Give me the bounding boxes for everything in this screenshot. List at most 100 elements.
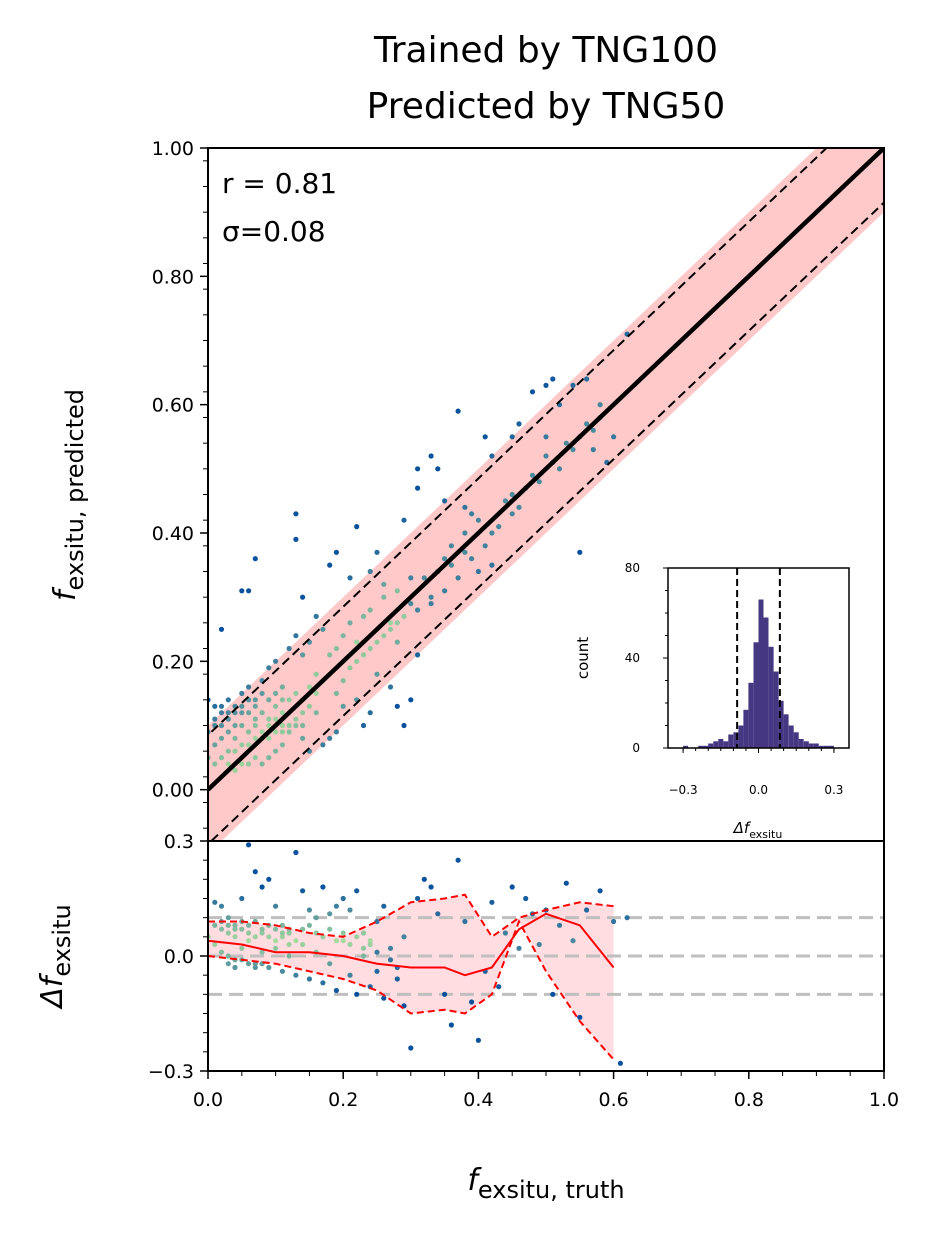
sigma-band — [208, 148, 884, 841]
x-tick-label: 0.6 — [598, 1089, 628, 1111]
one-to-one-line — [208, 148, 884, 792]
residual-band-fill — [208, 894, 614, 1060]
scatter-point — [286, 729, 292, 735]
scatter-point — [232, 748, 238, 754]
residual-point — [279, 922, 285, 928]
residual-point — [516, 945, 522, 951]
scatter-point — [306, 684, 312, 690]
scatter-point — [415, 607, 421, 613]
scatter-point — [313, 690, 319, 697]
residual-y-tick-label: 0.0 — [164, 946, 194, 968]
residual-point — [435, 911, 441, 917]
residual-running-median — [208, 893, 615, 1061]
scatter-point — [266, 735, 272, 741]
scatter-point — [252, 722, 258, 729]
sigma-band-fill — [208, 148, 884, 841]
residual-axes: −0.3 0.0 0.3 0.0 0.2 0.4 0.6 0.8 1.0 — [148, 831, 899, 1111]
scatter-point — [239, 761, 245, 767]
scatter-point — [293, 690, 299, 697]
residual-point — [442, 991, 448, 997]
scatter-point — [360, 652, 367, 658]
residual-point — [381, 995, 387, 1001]
scatter-point — [252, 735, 258, 741]
inset-y-axis-label: count — [574, 637, 592, 679]
scatter-point — [401, 722, 407, 729]
scatter-point — [300, 735, 306, 741]
scatter-point — [293, 511, 299, 517]
scatter-point — [347, 620, 353, 626]
residual-point — [306, 976, 312, 982]
residual-point — [489, 899, 495, 905]
residual-point — [232, 926, 238, 932]
scatter-point — [212, 742, 218, 748]
chart-title-line-1: Trained by TNG100 — [373, 30, 718, 71]
residual-point — [293, 938, 299, 944]
scatter-point — [279, 697, 285, 703]
scatter-point — [570, 382, 576, 388]
residual-point — [232, 922, 238, 928]
scatter-point — [252, 697, 258, 703]
scatter-point — [286, 722, 292, 729]
scatter-point — [550, 376, 556, 382]
scatter-point — [354, 658, 360, 664]
histogram-bar — [758, 599, 764, 748]
scatter-point — [266, 755, 272, 761]
scatter-point — [259, 690, 265, 697]
x-tick-label: 1.0 — [869, 1089, 899, 1111]
inset-axes-frame — [667, 567, 850, 749]
scatter-point — [360, 613, 367, 620]
scatter-point — [428, 453, 434, 459]
sigma-annotation: σ=0.08 — [222, 215, 326, 248]
residual-point — [327, 911, 333, 917]
running-median-line — [208, 912, 615, 977]
histogram-bar — [768, 646, 774, 749]
residual-point — [354, 991, 360, 997]
residual-point — [232, 934, 238, 940]
histogram-bar — [733, 732, 739, 749]
scatter-point — [293, 722, 299, 729]
residual-point — [577, 1014, 583, 1020]
residual-point — [462, 918, 468, 925]
scatter-point — [218, 755, 225, 761]
scatter-point — [354, 524, 360, 530]
residual-point — [246, 961, 252, 967]
scatter-point — [232, 722, 238, 729]
scatter-point — [448, 562, 454, 568]
scatter-point — [543, 453, 549, 459]
scatter-point — [529, 389, 536, 395]
residual-point — [266, 964, 272, 971]
residual-point — [252, 934, 258, 940]
residual-point — [597, 888, 603, 894]
scatter-point — [333, 729, 339, 735]
scatter-point — [367, 607, 373, 613]
scatter-point — [577, 549, 583, 555]
inset-x-tick-label: 0.3 — [824, 783, 843, 797]
scatter-point — [327, 735, 333, 741]
residual-point — [340, 938, 346, 944]
residual-point — [347, 941, 353, 948]
residual-point — [246, 938, 252, 944]
scatter-point — [273, 716, 279, 722]
scatter-point — [435, 466, 441, 472]
scatter-point — [381, 633, 387, 639]
scatter-point — [394, 620, 400, 626]
histogram-bar — [728, 734, 734, 748]
scatter-point — [367, 710, 373, 716]
residual-point — [225, 953, 231, 959]
residual-point — [340, 930, 346, 936]
scatter-point — [252, 716, 258, 722]
scatter-point — [212, 703, 218, 709]
scatter-point — [239, 710, 245, 716]
residual-point — [225, 961, 231, 967]
scatter-point — [320, 626, 326, 632]
scatter-point — [584, 421, 590, 427]
residual-point — [300, 888, 306, 894]
scatter-point — [232, 735, 238, 741]
scatter-point — [273, 748, 279, 754]
scatter-point — [259, 761, 265, 767]
residual-point — [327, 926, 333, 932]
scatter-point — [374, 671, 380, 677]
residual-point — [239, 895, 245, 902]
residual-point — [239, 926, 245, 932]
residual-point — [232, 964, 238, 971]
